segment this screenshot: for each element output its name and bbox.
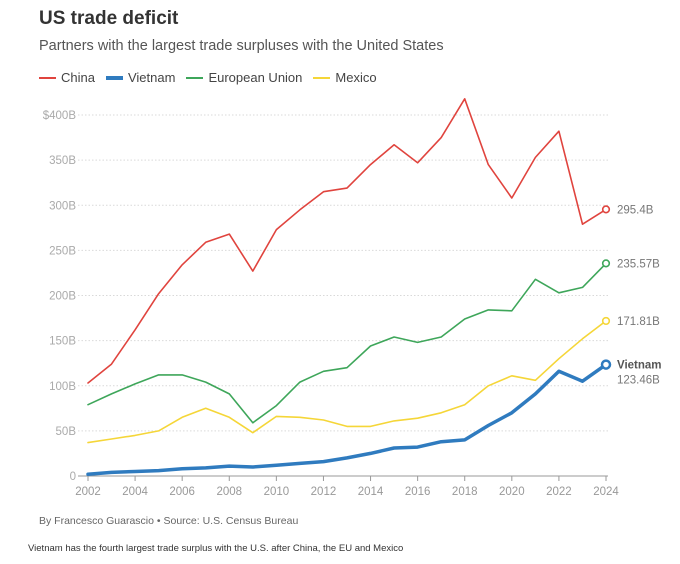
end-value-label-china: 295.4B: [617, 204, 654, 216]
byline: By Francesco Guarascio • Source: U.S. Ce…: [39, 515, 299, 527]
x-tick-label: 2006: [169, 486, 195, 498]
legend-item-china: China: [39, 70, 95, 85]
line-chart: 0 50B 100B 150B 200B 250B 300B 350B $400B 2002 200…: [43, 98, 662, 498]
end-value-label-vietnam: 123.46B: [617, 375, 660, 387]
legend-swatch-european-union: [186, 76, 204, 79]
y-tick-label: 350B: [49, 155, 76, 167]
chart-legend: China Vietnam European Union Mexico: [39, 70, 388, 85]
end-marker-european-union: [601, 259, 611, 268]
legend-label-china: China: [61, 70, 95, 85]
x-tick-label: 2020: [499, 486, 525, 498]
y-tick-label: 250B: [49, 245, 76, 257]
end-marker-vietnam: [600, 359, 612, 370]
y-tick-label: 150B: [49, 336, 76, 348]
legend-label-vietnam: Vietnam: [127, 70, 176, 85]
y-tick-label: $400B: [43, 110, 77, 122]
y-tick-label: 100B: [49, 381, 76, 393]
legend-label-mexico: Mexico: [335, 70, 377, 85]
chart-subtitle: Partners with the largest trade surpluse…: [39, 38, 444, 54]
legend-label-european-union: European Union: [208, 70, 303, 85]
legend-item-european-union: European Union: [186, 70, 302, 85]
end-name-label-vietnam: Vietnam: [617, 360, 662, 372]
x-tick-label: 2018: [452, 486, 478, 498]
x-tick-label: 2022: [546, 486, 572, 498]
legend-swatch-mexico: [313, 76, 331, 79]
y-tick-label: 50B: [56, 426, 77, 438]
legend-swatch-vietnam: [105, 75, 123, 80]
caption: Vietnam has the fourth largest trade sur…: [28, 543, 404, 554]
series-line-china: [87, 98, 607, 384]
y-tick-label: 0: [70, 471, 76, 483]
x-tick-label: 2016: [405, 486, 431, 498]
end-marker-mexico: [601, 316, 611, 326]
y-tick-label: 200B: [49, 291, 76, 303]
x-tick-label: 2002: [75, 486, 101, 498]
end-value-label-european-union: 235.57B: [617, 258, 660, 270]
x-tick-label: 2024: [593, 486, 619, 498]
series-line-vietnam: [86, 362, 608, 476]
x-tick-label: 2014: [358, 486, 384, 498]
x-tick-label: 2008: [216, 486, 242, 498]
chart-title: US trade deficit: [39, 8, 179, 29]
legend-item-vietnam: Vietnam: [105, 70, 176, 85]
x-tick-label: 2012: [311, 486, 337, 498]
x-tick-label: 2010: [264, 486, 290, 498]
legend-swatch-china: [39, 76, 56, 79]
x-tick-label: 2004: [122, 486, 148, 498]
end-value-label-mexico: 171.81B: [617, 316, 660, 328]
series-line-european-union: [87, 262, 607, 424]
series-line-mexico: [87, 320, 607, 444]
legend-item-mexico: Mexico: [313, 70, 377, 85]
end-marker-china: [601, 205, 611, 214]
y-tick-label: 300B: [49, 200, 76, 212]
